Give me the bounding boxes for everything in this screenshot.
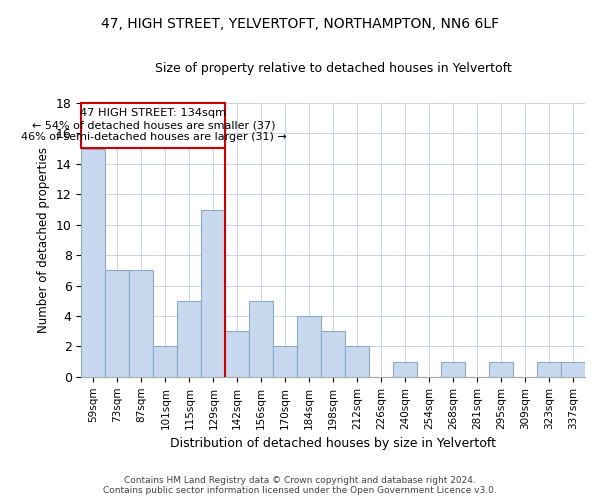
- Bar: [202, 210, 226, 377]
- Bar: [106, 270, 130, 377]
- FancyBboxPatch shape: [82, 103, 226, 148]
- Text: 47 HIGH STREET: 134sqm: 47 HIGH STREET: 134sqm: [80, 108, 226, 118]
- Bar: [321, 331, 345, 377]
- Bar: [154, 346, 178, 377]
- Bar: [393, 362, 417, 377]
- Bar: [345, 346, 369, 377]
- Bar: [82, 148, 106, 377]
- Title: Size of property relative to detached houses in Yelvertoft: Size of property relative to detached ho…: [155, 62, 512, 76]
- Text: Contains HM Land Registry data © Crown copyright and database right 2024.
Contai: Contains HM Land Registry data © Crown c…: [103, 476, 497, 495]
- Bar: [561, 362, 585, 377]
- Y-axis label: Number of detached properties: Number of detached properties: [37, 147, 50, 333]
- Bar: [273, 346, 297, 377]
- Bar: [249, 301, 273, 377]
- Bar: [297, 316, 321, 377]
- Bar: [178, 301, 202, 377]
- Text: 47, HIGH STREET, YELVERTOFT, NORTHAMPTON, NN6 6LF: 47, HIGH STREET, YELVERTOFT, NORTHAMPTON…: [101, 18, 499, 32]
- Bar: [226, 331, 249, 377]
- Text: 46% of semi-detached houses are larger (31) →: 46% of semi-detached houses are larger (…: [20, 132, 286, 142]
- Text: ← 54% of detached houses are smaller (37): ← 54% of detached houses are smaller (37…: [32, 120, 275, 130]
- X-axis label: Distribution of detached houses by size in Yelvertoft: Distribution of detached houses by size …: [170, 437, 496, 450]
- Bar: [441, 362, 465, 377]
- Bar: [537, 362, 561, 377]
- Bar: [489, 362, 513, 377]
- Bar: [130, 270, 154, 377]
